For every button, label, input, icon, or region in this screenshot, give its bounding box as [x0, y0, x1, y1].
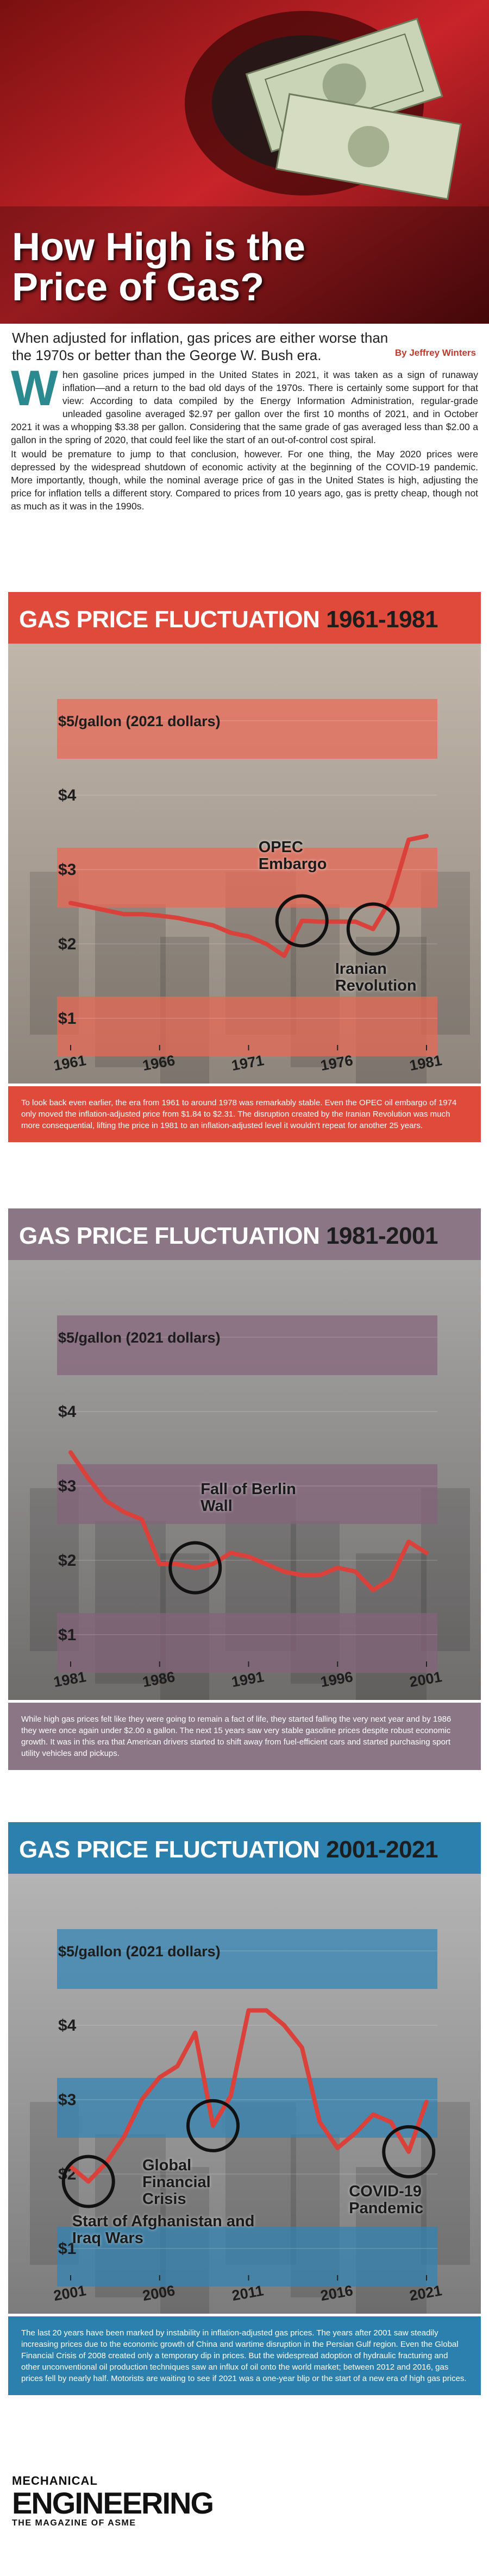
y-tick-label: $4: [58, 786, 77, 804]
y-tick-label: $3: [58, 2091, 76, 2109]
brand-top: MECHANICAL: [12, 2474, 98, 2487]
band: [57, 996, 437, 1056]
annotation-circle: [346, 902, 400, 956]
paragraph: When gasoline prices jumped in the Unite…: [11, 361, 478, 445]
y-tick-label: $1: [58, 1010, 76, 1028]
title: How High is the Price of Gas?: [12, 225, 305, 309]
section-title: GAS PRICE FLUCTUATION: [19, 606, 320, 633]
subtitle: When adjusted for inflation, gas prices …: [12, 330, 388, 363]
section-header: GAS PRICE FLUCTUATION 1981-2001: [8, 1208, 481, 1260]
annotation-text: Global Financial Crisis: [142, 2156, 211, 2208]
band: [57, 847, 437, 908]
band: [57, 2077, 437, 2138]
caption: The last 20 years have been marked by in…: [8, 2316, 481, 2395]
annotation-text: Iranian Revolution: [335, 960, 417, 994]
footer: MECHANICAL ENGINEERING THE MAGAZINE OF A…: [12, 2474, 214, 2528]
paragraph: It would be premature to jump to that co…: [11, 449, 478, 512]
chart-section: GAS PRICE FLUCTUATION 2001-2021 $5/gallon…: [0, 1822, 489, 2430]
y-tick-label: $4: [58, 2017, 77, 2035]
chart-section: GAS PRICE FLUCTUATION 1981-2001 $5/gallon…: [0, 1208, 489, 1817]
y-tick-label: $1: [58, 2240, 76, 2258]
price-line: [68, 834, 429, 958]
y-tick-label: $2: [58, 935, 76, 953]
annotation-circle: [186, 2099, 240, 2152]
section-years: 1981-2001: [326, 1223, 438, 1249]
annotation-circle: [61, 2155, 115, 2208]
band: [57, 698, 437, 759]
annotation-circle: [168, 1541, 222, 1595]
price-line: [68, 2008, 429, 2184]
band: [57, 1315, 437, 1375]
hero-art: [0, 0, 489, 326]
tagline: THE MAGAZINE OF ASME: [12, 2518, 136, 2528]
annotation-text: Fall of Berlin Wall: [200, 1480, 296, 1515]
section-years: 2001-2021: [326, 1836, 438, 1863]
y-tick-label: $2: [58, 1552, 76, 1570]
section-header: GAS PRICE FLUCTUATION 1961-1981: [8, 592, 481, 644]
annotation-circle: [275, 894, 329, 948]
byline: By Jeffrey Winters: [394, 348, 476, 358]
y-tick-label: $3: [58, 1477, 76, 1495]
section-years: 1961-1981: [326, 606, 438, 633]
band: [57, 2226, 437, 2287]
section-title: GAS PRICE FLUCTUATION: [19, 1223, 320, 1249]
annotation-text: COVID-19 Pandemic: [349, 2182, 424, 2217]
y-tick-label: $5/gallon (2021 dollars): [58, 1330, 221, 1346]
annotation-circle: [382, 2125, 436, 2178]
section-title: GAS PRICE FLUCTUATION: [19, 1836, 320, 1863]
price-line: [68, 1450, 429, 1592]
caption: To look back even earlier, the era from …: [8, 1086, 481, 1142]
annotation-text: OPEC Embargo: [258, 839, 327, 873]
y-tick-label: $5/gallon (2021 dollars): [58, 713, 221, 729]
band: [57, 1613, 437, 1673]
annotation-text: Start of Afghanistan and Iraq Wars: [72, 2212, 255, 2247]
chart-section: GAS PRICE FLUCTUATION 1961-1981 $5/gallon…: [0, 592, 489, 1200]
brand: ENGINEERING: [12, 2486, 214, 2520]
y-tick-label: $4: [58, 1403, 77, 1421]
caption: While high gas prices felt like they wer…: [8, 1703, 481, 1770]
y-tick-label: $3: [58, 861, 76, 879]
hero: [0, 0, 489, 326]
section-header: GAS PRICE FLUCTUATION 2001-2021: [8, 1822, 481, 1874]
band: [57, 1464, 437, 1524]
band: [57, 1929, 437, 1989]
article-body: When gasoline prices jumped in the Unite…: [11, 361, 478, 514]
y-tick-label: $1: [58, 1626, 76, 1644]
y-tick-label: $5/gallon (2021 dollars): [58, 1943, 221, 1960]
